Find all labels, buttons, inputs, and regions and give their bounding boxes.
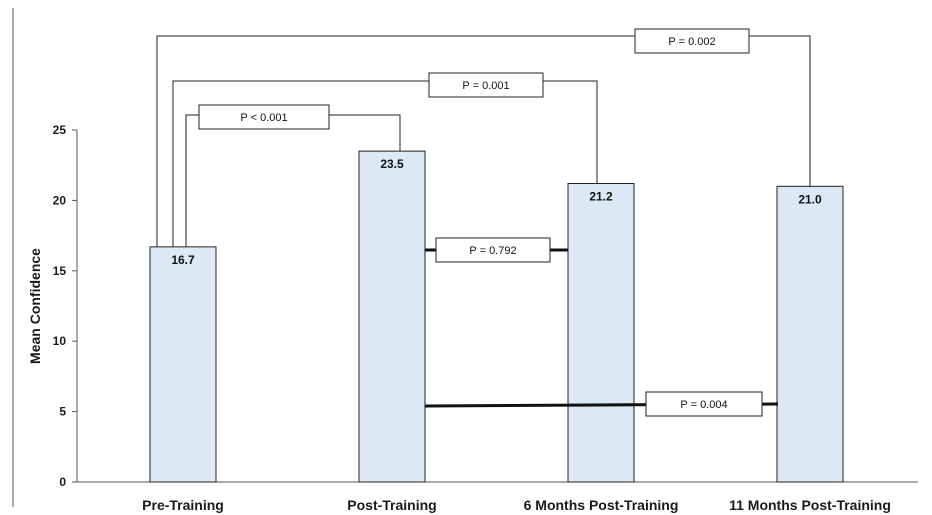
p-value-label: P = 0.001 xyxy=(462,80,509,92)
x-tick-label: 6 Months Post-Training xyxy=(524,497,679,513)
y-tick-label: 25 xyxy=(53,123,67,137)
y-tick-label: 20 xyxy=(53,193,67,207)
x-tick-label: Pre-Training xyxy=(142,497,224,513)
y-tick-label: 15 xyxy=(53,264,67,278)
x-tick-label: 11 Months Post-Training xyxy=(729,497,891,513)
bar-value-label: 23.5 xyxy=(380,157,404,171)
bar xyxy=(568,184,634,482)
bar xyxy=(359,151,425,482)
y-axis-label: Mean Confidence xyxy=(27,248,43,364)
y-tick-label: 0 xyxy=(59,475,66,489)
p-value-label: P = 0.792 xyxy=(469,245,516,257)
bar-value-label: 21.0 xyxy=(798,192,822,206)
p-value-label: P < 0.001 xyxy=(240,112,287,124)
y-tick-label: 5 xyxy=(59,405,66,419)
bar xyxy=(150,247,216,482)
x-tick-label: Post-Training xyxy=(347,497,436,513)
p-value-label: P = 0.004 xyxy=(680,399,727,411)
y-tick-label: 10 xyxy=(53,334,67,348)
bar-value-label: 21.2 xyxy=(589,190,613,204)
bar-value-label: 16.7 xyxy=(171,253,195,267)
bar xyxy=(777,186,843,482)
p-value-label: P = 0.002 xyxy=(668,36,715,48)
comparison-bracket xyxy=(157,36,810,247)
